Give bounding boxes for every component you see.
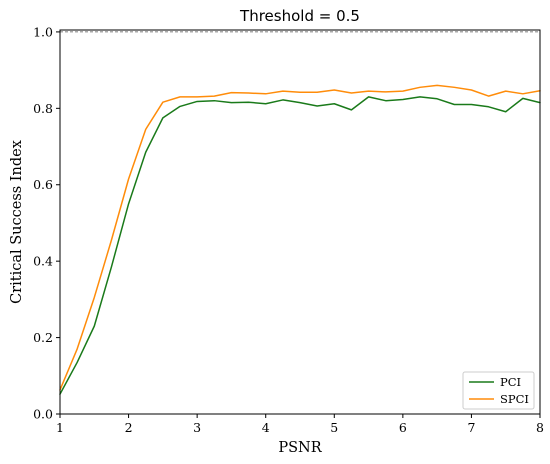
x-tick-label: 8 xyxy=(536,420,544,435)
legend: PCI SPCI xyxy=(462,371,535,410)
y-tick-label: 0.8 xyxy=(33,101,53,116)
x-tick-label: 5 xyxy=(330,420,338,435)
series-line-spci xyxy=(59,84,541,391)
x-tick-label: 2 xyxy=(125,420,133,435)
x-axis-label: PSNR xyxy=(278,440,322,456)
x-tick-label: 4 xyxy=(262,420,270,435)
legend-label-spci: SPCI xyxy=(500,392,529,406)
x-tick-label: 3 xyxy=(193,420,201,435)
legend-entries: PCI SPCI xyxy=(469,375,529,406)
y-tick-label: 1.0 xyxy=(33,24,53,39)
y-tick-label: 0.2 xyxy=(33,330,53,345)
x-tick-label: 1 xyxy=(56,420,64,435)
x-tick-label: 7 xyxy=(467,420,475,435)
y-tick-label: 0.6 xyxy=(33,177,53,192)
chart-title: Threshold = 0.5 xyxy=(239,7,360,25)
x-tick-label: 6 xyxy=(399,420,407,435)
legend-label-pci: PCI xyxy=(500,375,521,389)
y-axis-label: Critical Success Index xyxy=(9,140,25,304)
y-axis-ticks: 0.0 0.2 0.4 0.6 0.8 1.0 xyxy=(33,24,60,422)
y-tick-label: 0.0 xyxy=(33,407,53,422)
plot-frame xyxy=(59,29,541,415)
series-layer xyxy=(59,84,541,395)
series-line-pci xyxy=(59,96,541,395)
y-tick-label: 0.4 xyxy=(33,254,53,269)
x-axis-ticks: 1 2 3 4 5 6 7 8 xyxy=(56,414,544,435)
